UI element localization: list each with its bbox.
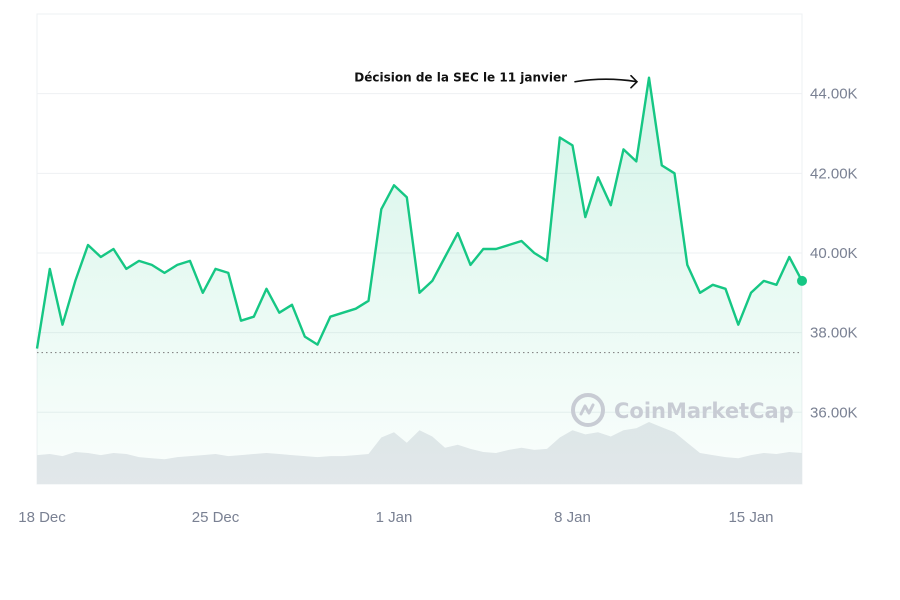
coinmarketcap-logo-icon [571,393,605,427]
y-tick-label: 40.00K [810,245,858,262]
annotation-text: Décision de la SEC le 11 janvier [354,71,567,85]
y-tick-label: 44.00K [810,86,858,103]
sec-annotation: Décision de la SEC le 11 janvier [354,71,639,89]
x-tick-label: 15 Jan [728,509,773,526]
y-tick-label: 38.00K [810,325,858,342]
x-tick-label: 8 Jan [554,509,591,526]
annotation-arrow-icon [574,74,639,89]
x-tick-label: 25 Dec [192,509,240,526]
watermark-text: CoinMarketCap [614,399,794,423]
last-price-point [797,275,807,286]
y-axis: 36.00K 38.00K 40.00K 42.00K 44.00K [810,86,858,422]
price-line [35,76,804,349]
x-tick-label: 18 Dec [18,509,66,526]
price-area [37,77,802,484]
x-axis: 18 Dec 25 Dec 1 Jan 8 Jan 15 Jan [18,509,773,526]
y-tick-label: 36.00K [810,404,858,421]
x-tick-label: 1 Jan [376,509,413,526]
y-tick-label: 42.00K [810,165,858,182]
coinmarketcap-watermark: CoinMarketCap [571,393,794,427]
